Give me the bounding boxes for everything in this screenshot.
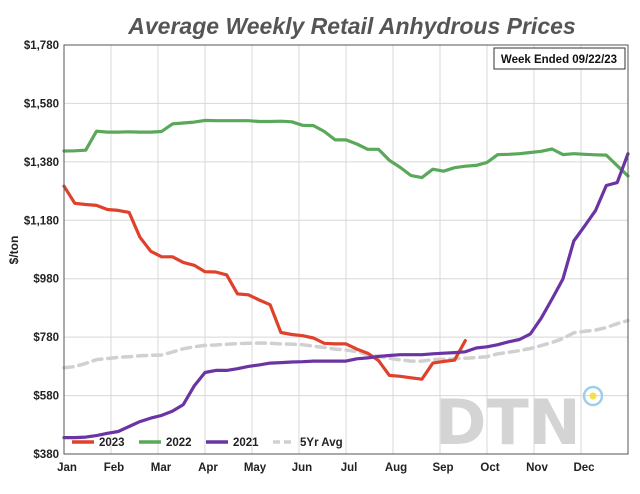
x-tick-label: Apr: [198, 462, 218, 474]
annotation-frame: [493, 47, 626, 70]
annotation-text: Week Ended 09/22/23: [501, 54, 617, 66]
dtn-watermark-dot: [589, 392, 597, 400]
x-tick-label: Dec: [573, 462, 595, 474]
y-axis-label: $/ton: [7, 236, 21, 265]
x-tick-label: Feb: [104, 462, 124, 474]
chart-title: Average Weekly Retail Anhydrous Prices: [127, 13, 575, 39]
legend-label: 2021: [233, 437, 259, 449]
dtn-watermark: DTN: [435, 385, 604, 459]
x-tick-labels: Jan Feb Mar Apr May Jun Jul Aug Sep Oct Nov Dec: [57, 462, 595, 474]
y-tick-label: $1,780: [24, 40, 59, 52]
y-tick-label: $980: [33, 274, 59, 286]
series-line-2023: [62, 184, 467, 381]
series-lines: [62, 118, 630, 440]
y-tick-label: $1,380: [24, 157, 59, 169]
series-line-5yr-avg: [62, 318, 630, 370]
annotation-box: Week Ended 09/22/23: [493, 47, 626, 70]
legend: 2023 2022 2021 5Yr Avg: [72, 437, 343, 449]
x-tick-label: Oct: [480, 462, 499, 474]
y-tick-label: $380: [33, 449, 59, 461]
grid: [64, 44, 628, 455]
legend-label: 2022: [166, 437, 192, 449]
dtn-watermark-ring: [582, 385, 604, 407]
x-tick-label: Nov: [526, 462, 548, 474]
series-line-2021: [62, 152, 630, 440]
x-tick-label: Mar: [151, 462, 172, 474]
y-tick-label: $1,580: [24, 98, 59, 110]
legend-label: 2023: [99, 437, 125, 449]
x-tick-label: May: [244, 462, 267, 474]
x-tick-label: Jul: [341, 462, 358, 474]
y-tick-label: $580: [33, 391, 59, 403]
series-line-2022: [62, 118, 630, 180]
x-tick-label: Jun: [292, 462, 312, 474]
legend-label: 5Yr Avg: [300, 437, 343, 449]
x-tick-label: Sep: [432, 462, 453, 474]
dtn-watermark-text: DTN: [435, 386, 581, 459]
plot-frame: [63, 44, 629, 455]
x-tick-label: Aug: [385, 462, 407, 474]
x-tick-label: Jan: [57, 462, 77, 474]
y-tick-label: $1,180: [24, 215, 59, 227]
y-tick-labels: $380 $580 $780 $980 $1,180 $1,380 $1,580 $1,780: [24, 40, 59, 461]
y-tick-label: $780: [33, 332, 59, 344]
